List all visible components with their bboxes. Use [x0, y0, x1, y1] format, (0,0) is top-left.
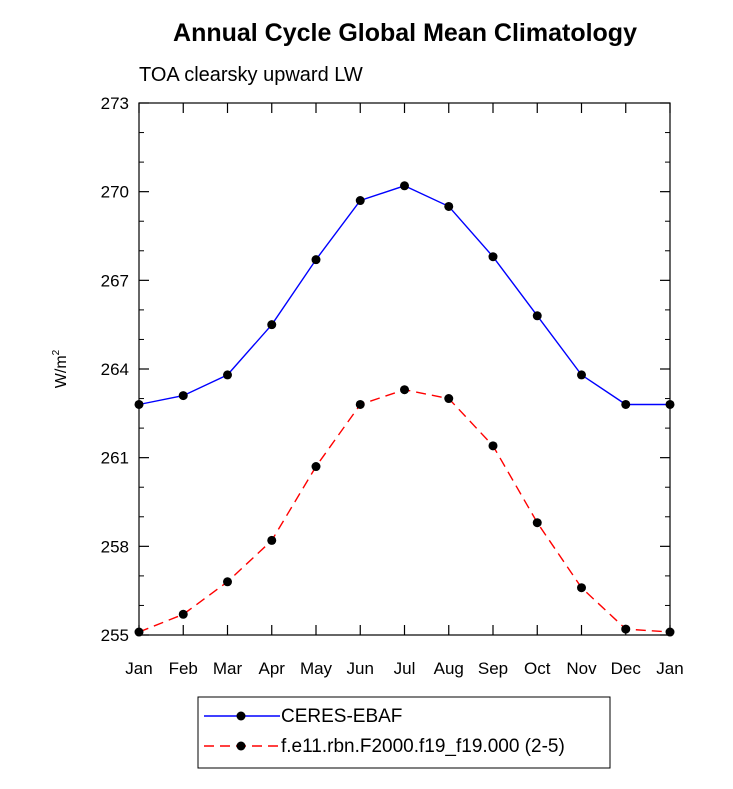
series-2-point — [532, 518, 542, 528]
x-tick-label: Jun — [347, 659, 374, 678]
legend: CERES-EBAF f.e11.rbn.F2000.f19_f19.000 (… — [197, 696, 611, 769]
series-2-point — [355, 399, 365, 409]
x-tick-label: Mar — [213, 659, 243, 678]
x-tick-label: Sep — [478, 659, 508, 678]
series-1-point — [311, 255, 321, 265]
y-axis-label: W/m2 — [51, 349, 70, 388]
series-2-point — [178, 609, 188, 619]
chart-title: Annual Cycle Global Mean Climatology — [173, 19, 637, 47]
series-line-1 — [138, 185, 670, 406]
series-2-point — [267, 535, 277, 545]
legend-label-series-2: f.e11.rbn.F2000.f19_f19.000 (2-5) — [281, 736, 565, 757]
y-tick-label: 258 — [101, 537, 129, 556]
series-2-point — [311, 462, 321, 472]
series-2-point — [444, 394, 454, 404]
y-tick-label: 255 — [101, 626, 129, 645]
chart-subtitle: TOA clearsky upward LW — [139, 64, 363, 86]
series-1-point — [621, 399, 631, 409]
series-1-point — [223, 370, 232, 380]
series-layer — [134, 181, 675, 637]
series-1-point — [267, 320, 277, 330]
legend-marker-series-1 — [236, 711, 246, 721]
y-tick-label: 264 — [101, 360, 129, 379]
series-2-point — [400, 385, 409, 395]
x-tick-label: May — [300, 659, 333, 678]
series-1-point — [577, 370, 586, 380]
x-tick-label: Feb — [169, 659, 198, 678]
y-tick-label: 261 — [101, 449, 129, 468]
x-tick-label: Nov — [566, 659, 597, 678]
series-1-point — [532, 311, 542, 321]
x-tick-label: Oct — [524, 659, 551, 678]
x-tick-label: Aug — [434, 659, 464, 678]
legend-items — [204, 711, 280, 751]
series-2-point — [488, 441, 498, 451]
series-2-point — [577, 583, 586, 593]
legend-box — [197, 696, 611, 769]
x-tick-label: Dec — [611, 659, 642, 678]
series-1-point — [400, 181, 409, 191]
series-2-point — [134, 627, 144, 637]
series-1-point — [355, 196, 365, 206]
series-line-2 — [138, 388, 671, 633]
series-1-point — [134, 399, 144, 409]
y-tick-label: 267 — [101, 271, 129, 290]
x-tick-label: Jan — [125, 659, 152, 678]
y-tick-label: 273 — [101, 94, 129, 113]
series-1-point — [178, 391, 188, 401]
x-tick-label: Jan — [656, 659, 683, 678]
series-2-point — [223, 577, 232, 587]
y-axis: 255 258 261 264 267 270 273 — [101, 94, 670, 645]
x-tick-label: Apr — [259, 659, 286, 678]
series-1-point — [488, 252, 498, 262]
series-2-point — [665, 627, 675, 637]
series-2-point — [621, 624, 631, 634]
legend-label-series-1: CERES-EBAF — [281, 706, 402, 727]
legend-marker-series-2 — [236, 741, 246, 751]
series-1-point — [444, 201, 454, 211]
x-tick-label: Jul — [394, 659, 416, 678]
x-axis: Jan Feb Mar Apr May Jun Jul Aug Sep Oct Nov Dec Jan — [125, 103, 684, 678]
y-minor-ticks — [139, 132, 670, 606]
series-1-point — [665, 399, 675, 409]
y-tick-label: 270 — [101, 183, 129, 202]
